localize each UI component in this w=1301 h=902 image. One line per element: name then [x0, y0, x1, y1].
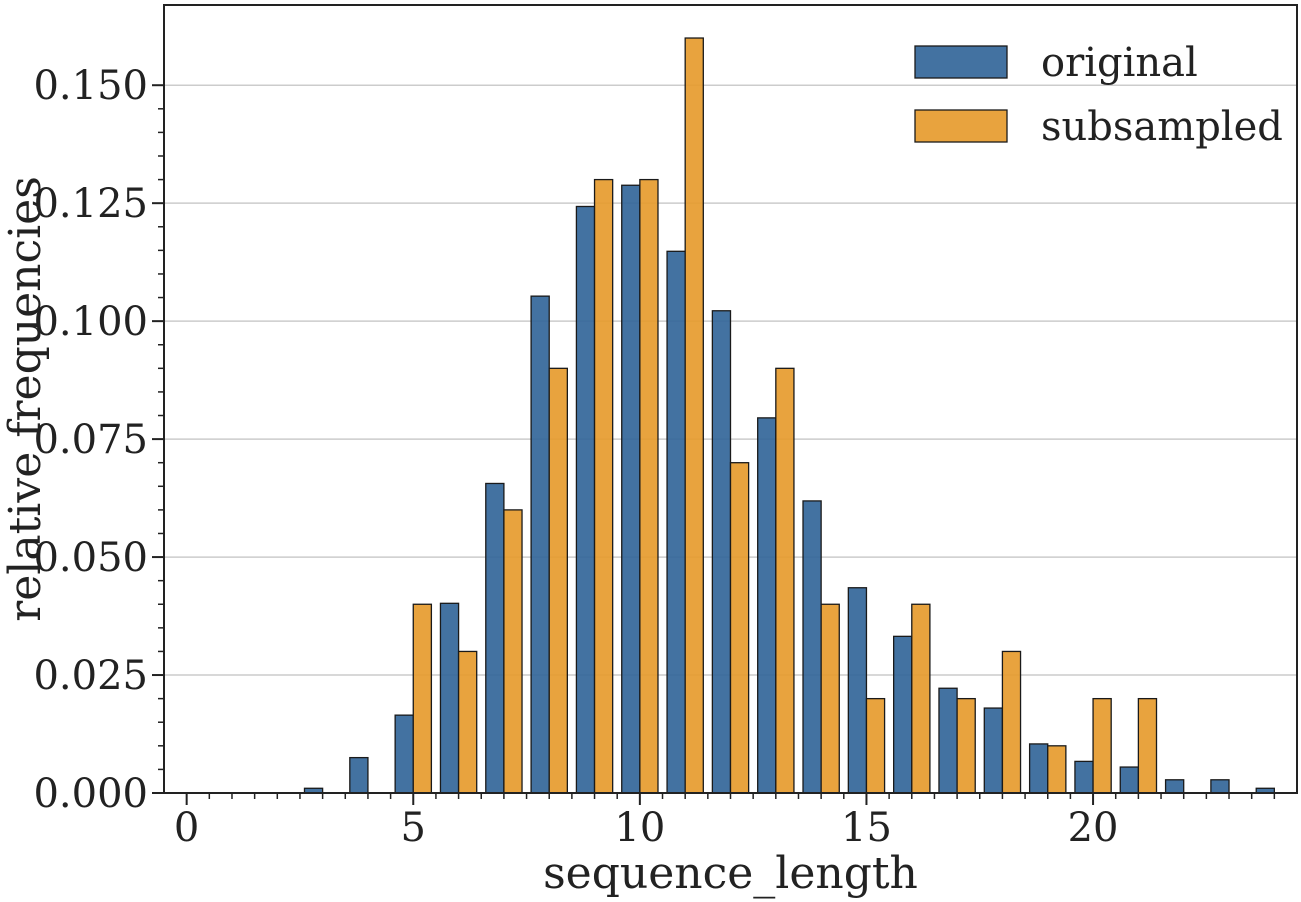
bar-original: [983, 707, 1004, 794]
bar-original: [530, 295, 550, 794]
bar-original: [847, 587, 868, 794]
bar-original: [394, 714, 414, 794]
x-tick-label: 5: [401, 805, 426, 851]
bar-subsampled: [1047, 745, 1067, 794]
y-axis-label: relative frequencies: [0, 176, 51, 622]
bar-subsampled: [1092, 697, 1112, 794]
bar-subsampled: [729, 462, 750, 794]
bars: [303, 37, 1275, 794]
bar-subsampled: [820, 603, 840, 794]
bar-original: [485, 482, 505, 794]
x-tick-label: 0: [174, 805, 199, 851]
bar-subsampled: [1137, 697, 1158, 794]
y-tick-label: 0.025: [33, 653, 148, 699]
bar-original: [621, 184, 641, 794]
bar-original: [439, 602, 460, 794]
bar-original: [893, 635, 913, 794]
legend: original subsampled: [914, 40, 1283, 150]
legend-swatch-original: [914, 45, 1008, 79]
bar-original: [802, 500, 822, 794]
bar-original: [1119, 766, 1140, 794]
bar-original: [666, 250, 686, 794]
bar-subsampled: [956, 697, 976, 794]
bar-subsampled: [412, 603, 433, 794]
y-tick-label: 0.050: [33, 535, 148, 581]
bar-subsampled: [1001, 650, 1022, 794]
ticks: 0.000 0.025 0.050 0.075 0.100 0.125 0.150 0 5 10 1…: [33, 63, 1276, 851]
bar-subsampled: [503, 509, 523, 794]
x-axis-label: sequence_length: [543, 848, 918, 899]
bar-original: [1210, 779, 1230, 794]
y-tick-label: 0.000: [33, 771, 148, 817]
bar-subsampled: [548, 367, 568, 794]
bar-original: [1028, 743, 1049, 794]
bar-original: [757, 417, 777, 794]
x-tick-label: 10: [614, 805, 665, 851]
bar-original: [1074, 760, 1094, 794]
y-tick-label: 0.150: [33, 63, 148, 109]
legend-label-subsampled: subsampled: [1041, 104, 1283, 150]
y-tick-label: 0.100: [33, 299, 148, 345]
bar-original: [711, 310, 732, 794]
legend-label-original: original: [1041, 40, 1198, 86]
bar-subsampled: [457, 650, 478, 794]
bar-subsampled: [684, 37, 704, 794]
bar-subsampled: [639, 178, 659, 794]
bar-original: [575, 205, 596, 794]
bar-original: [938, 687, 958, 794]
bar-original: [349, 756, 369, 794]
bar-subsampled: [775, 367, 795, 794]
x-tick-label: 15: [841, 805, 892, 851]
legend-swatch-subsampled: [914, 109, 1008, 143]
bar-original: [1164, 779, 1185, 794]
x-tick-label: 20: [1068, 805, 1119, 851]
bar-subsampled: [865, 697, 886, 794]
bar-subsampled: [911, 603, 931, 794]
y-tick-label: 0.125: [33, 181, 148, 227]
bar-subsampled: [593, 178, 614, 794]
y-tick-label: 0.075: [33, 417, 148, 463]
